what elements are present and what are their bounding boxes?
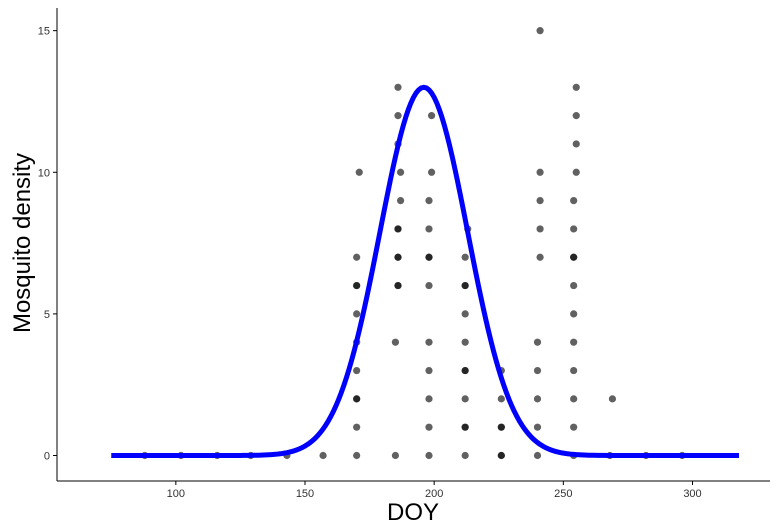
data-point (570, 281, 578, 290)
y-tick-label: 10 (38, 167, 50, 179)
data-point (425, 281, 433, 290)
data-point (355, 168, 363, 176)
x-tick-label: 250 (554, 488, 572, 500)
data-point (536, 225, 544, 233)
data-point (570, 253, 578, 261)
data-point (572, 168, 580, 176)
x-axis-title: DOY (387, 499, 439, 526)
data-point (353, 395, 361, 403)
data-point (533, 395, 542, 403)
data-point (425, 225, 433, 233)
data-point (497, 451, 505, 460)
data-point (425, 423, 433, 431)
y-tick-label: 0 (44, 451, 50, 463)
data-point (570, 423, 578, 431)
x-tick-label: 300 (683, 488, 701, 500)
axes: 100 150 200 250 300 0 5 10 15 (38, 8, 770, 500)
data-point (391, 451, 400, 460)
data-point (353, 281, 361, 290)
x-tick-label: 150 (296, 488, 314, 500)
data-point (461, 423, 469, 431)
data-point (497, 395, 505, 403)
data-point (425, 395, 433, 403)
data-point (396, 168, 405, 176)
data-point (497, 423, 505, 431)
data-point (570, 366, 578, 375)
data-point (391, 338, 400, 346)
data-point (353, 451, 361, 460)
y-tick-label: 5 (44, 309, 50, 321)
data-point (461, 338, 469, 346)
fitted-curve-layer (111, 84, 739, 459)
data-point (394, 83, 402, 91)
data-point (394, 225, 402, 233)
data-point (425, 366, 433, 375)
y-axis-ticks: 0 5 10 15 (38, 26, 57, 463)
data-point (425, 451, 433, 460)
data-point (536, 253, 544, 261)
data-point (353, 310, 361, 318)
data-point (394, 253, 402, 261)
data-point (425, 253, 433, 261)
data-points (141, 27, 686, 460)
data-point (536, 196, 544, 205)
data-point (572, 83, 580, 91)
data-point (394, 281, 402, 290)
data-point (570, 310, 578, 318)
data-point (425, 196, 433, 205)
data-point (533, 451, 542, 460)
data-point (570, 395, 578, 403)
fitted-curve (111, 84, 739, 459)
data-point (394, 112, 402, 120)
data-point (353, 423, 361, 431)
x-tick-label: 200 (425, 488, 443, 500)
data-point (396, 196, 405, 205)
data-point (533, 423, 542, 431)
y-tick-label: 15 (38, 26, 50, 38)
data-point (570, 225, 578, 233)
data-point (570, 338, 578, 346)
x-axis-ticks: 100 150 200 250 300 (167, 481, 702, 500)
data-point (572, 140, 580, 148)
data-point (353, 366, 361, 375)
data-point (425, 338, 433, 346)
data-point (427, 168, 436, 176)
data-point (570, 196, 578, 205)
data-point (461, 366, 469, 375)
data-point (353, 253, 361, 261)
y-axis-title: Mosquito density (9, 153, 36, 333)
data-point (461, 281, 469, 290)
data-point (461, 253, 469, 261)
data-point (427, 112, 436, 120)
data-point (319, 451, 327, 460)
data-point (533, 366, 542, 375)
data-point (461, 395, 469, 403)
data-point (461, 310, 469, 318)
data-point (572, 112, 580, 120)
data-point (608, 395, 617, 403)
data-point (533, 338, 542, 346)
x-tick-label: 100 (167, 488, 185, 500)
data-point (536, 27, 544, 35)
data-point (461, 451, 469, 460)
data-point (536, 168, 544, 176)
